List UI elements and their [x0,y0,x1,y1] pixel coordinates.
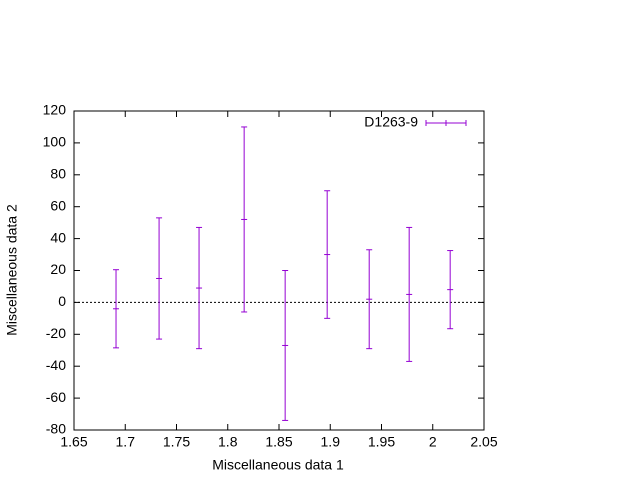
y-tick-label: 100 [43,134,67,150]
x-tick-label: 1.7 [116,434,136,450]
x-tick-label: 1.75 [163,434,190,450]
x-tick-label: 2.05 [470,434,497,450]
legend-label: D1263-9 [364,114,418,130]
x-axis-label: Miscellaneous data 1 [212,457,344,473]
y-axis-label: Miscellaneous data 2 [4,204,20,336]
x-tick-label: 1.8 [218,434,238,450]
x-tick-label: 1.9 [321,434,341,450]
x-tick-label: 1.95 [368,434,395,450]
y-tick-label: -20 [46,325,66,341]
y-tick-label: 120 [43,102,67,118]
y-tick-label: 40 [50,229,66,245]
y-tick-label: -60 [46,389,66,405]
plot-frame [73,110,485,431]
y-tick-label: -80 [46,421,66,437]
x-tick-label: 1.65 [60,434,87,450]
y-tick-label: 80 [50,166,66,182]
y-tick-label: 60 [50,197,66,213]
y-tick-label: 0 [58,293,66,309]
x-tick-label: 1.85 [265,434,292,450]
y-tick-label: -40 [46,357,66,373]
x-tick-label: 2 [429,434,437,450]
y-tick-label: 20 [50,261,66,277]
